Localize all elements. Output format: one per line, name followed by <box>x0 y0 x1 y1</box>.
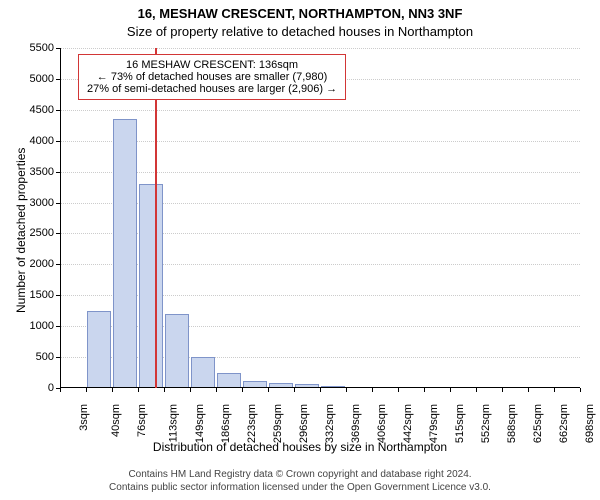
grid-line <box>60 141 580 142</box>
x-tick-mark <box>216 388 217 392</box>
chart-title: 16, MESHAW CRESCENT, NORTHAMPTON, NN3 3N… <box>0 6 600 21</box>
plot-area: 0500100015002000250030003500400045005000… <box>60 48 580 388</box>
y-tick-label: 1000 <box>30 320 54 332</box>
annotation-line-2: ← 73% of detached houses are smaller (7,… <box>87 71 337 83</box>
chart-subtitle: Size of property relative to detached ho… <box>0 24 600 39</box>
x-tick-label: 296sqm <box>298 404 310 443</box>
x-tick-mark <box>528 388 529 392</box>
x-tick-mark <box>476 388 477 392</box>
x-tick-label: 149sqm <box>194 404 206 443</box>
y-tick-label: 3500 <box>30 166 54 178</box>
x-tick-label: 332sqm <box>324 404 336 443</box>
y-axis-label: Number of detached properties <box>14 148 28 313</box>
histogram-bar <box>191 357 216 388</box>
x-tick-label: 662sqm <box>558 404 570 443</box>
x-tick-label: 406sqm <box>376 404 388 443</box>
x-tick-mark <box>398 388 399 392</box>
chart-container: 16, MESHAW CRESCENT, NORTHAMPTON, NN3 3N… <box>0 0 600 500</box>
x-tick-label: 369sqm <box>350 404 362 443</box>
x-tick-label: 113sqm <box>167 404 179 442</box>
y-tick-label: 3000 <box>30 197 54 209</box>
x-tick-label: 223sqm <box>246 404 258 443</box>
x-tick-mark <box>346 388 347 392</box>
histogram-bar <box>87 311 112 388</box>
x-tick-mark <box>450 388 451 392</box>
x-tick-label: 186sqm <box>220 404 232 443</box>
credits: Contains HM Land Registry data © Crown c… <box>0 468 600 494</box>
x-tick-mark <box>502 388 503 392</box>
x-tick-mark <box>268 388 269 392</box>
credits-line-1: Contains HM Land Registry data © Crown c… <box>0 468 600 481</box>
histogram-bar <box>165 314 190 388</box>
x-tick-label: 479sqm <box>428 404 440 443</box>
x-axis-line <box>60 387 580 388</box>
x-tick-label: 552sqm <box>480 404 492 443</box>
x-tick-label: 3sqm <box>78 404 90 431</box>
x-tick-mark <box>86 388 87 392</box>
y-tick-label: 5500 <box>30 42 54 54</box>
y-tick-label: 500 <box>36 351 54 363</box>
x-tick-mark <box>242 388 243 392</box>
x-axis-label: Distribution of detached houses by size … <box>0 440 600 454</box>
x-tick-label: 698sqm <box>584 404 596 443</box>
y-tick-label: 5000 <box>30 73 54 85</box>
x-tick-label: 259sqm <box>272 404 284 443</box>
histogram-bar <box>217 373 242 388</box>
y-tick-label: 4000 <box>30 135 54 147</box>
x-tick-label: 515sqm <box>454 404 466 443</box>
x-tick-mark <box>164 388 165 392</box>
x-tick-mark <box>424 388 425 392</box>
y-tick-label: 2000 <box>30 258 54 270</box>
x-tick-mark <box>112 388 113 392</box>
x-tick-mark <box>320 388 321 392</box>
x-tick-mark <box>190 388 191 392</box>
x-tick-mark <box>138 388 139 392</box>
x-tick-mark <box>60 388 61 392</box>
grid-line <box>60 48 580 49</box>
y-tick-label: 0 <box>48 382 54 394</box>
x-tick-mark <box>554 388 555 392</box>
grid-line <box>60 172 580 173</box>
y-tick-label: 1500 <box>30 289 54 301</box>
y-tick-label: 2500 <box>30 227 54 239</box>
x-tick-mark <box>372 388 373 392</box>
annotation-line-3: 27% of semi-detached houses are larger (… <box>87 83 337 95</box>
x-tick-label: 442sqm <box>402 404 414 443</box>
x-tick-mark <box>580 388 581 392</box>
x-tick-label: 40sqm <box>110 404 122 437</box>
y-tick-label: 4500 <box>30 104 54 116</box>
grid-line <box>60 110 580 111</box>
annotation-box: 16 MESHAW CRESCENT: 136sqm ← 73% of deta… <box>78 54 346 100</box>
x-tick-label: 76sqm <box>136 404 148 437</box>
x-tick-label: 625sqm <box>532 404 544 443</box>
credits-line-2: Contains public sector information licen… <box>0 481 600 494</box>
histogram-bar <box>113 119 138 388</box>
y-axis-line <box>60 48 61 388</box>
x-tick-mark <box>294 388 295 392</box>
histogram-bar <box>139 184 164 388</box>
annotation-line-1: 16 MESHAW CRESCENT: 136sqm <box>87 59 337 71</box>
x-tick-label: 588sqm <box>506 404 518 443</box>
